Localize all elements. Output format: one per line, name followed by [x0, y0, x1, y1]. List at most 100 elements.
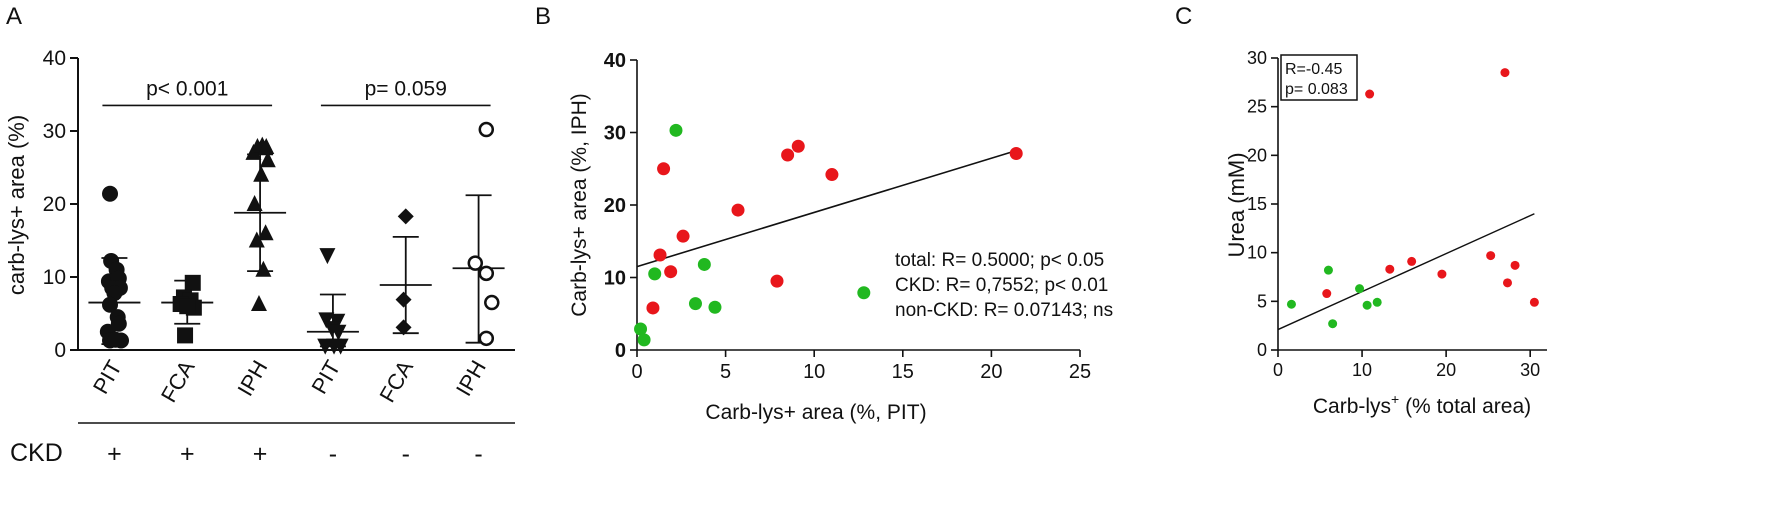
panel-a-point	[484, 294, 500, 311]
panel-b-xtick-label: 25	[1069, 361, 1091, 383]
panel-a-point	[478, 265, 495, 282]
panel-a-point	[397, 208, 414, 225]
panel-b-point-green	[697, 257, 711, 271]
panel-c-ytick-label: 5	[1257, 291, 1267, 311]
panel-c-point-red	[1385, 264, 1395, 274]
panel-a-point	[248, 231, 265, 248]
panel-a-ytick-label: 0	[54, 339, 66, 362]
panel-a-point	[253, 165, 270, 182]
panel-c-point-red	[1502, 278, 1512, 288]
panel-b-letter: B	[535, 3, 551, 30]
panel-c-point-red	[1529, 297, 1539, 307]
panel-a-letter: A	[6, 3, 22, 30]
panel-a-point	[250, 295, 267, 312]
panel-a-category-label: IPH	[451, 356, 491, 400]
panel-c-point-green	[1328, 319, 1338, 329]
panel-c-ytick-label: 0	[1257, 340, 1267, 360]
panel-b-ytick-label: 0	[615, 340, 626, 362]
panel-b-xtick-label: 10	[803, 361, 825, 383]
panel-a-ckd-sign: +	[107, 440, 122, 468]
panel-b-point-red	[653, 248, 667, 262]
panel-c-plot: 0 5 10 15 20 25 30 0 10 20 30	[1247, 48, 1547, 380]
panel-a-ytick-label: 20	[43, 193, 66, 216]
panel-a-ckd-sign: -	[402, 440, 410, 468]
panel-a-point	[257, 224, 274, 241]
panel-c-xtick-label: 10	[1352, 360, 1372, 380]
panel-b-fit-line	[636, 149, 1017, 268]
panel-c-xlabel-sup: +	[1391, 391, 1399, 407]
panel-a-point	[395, 291, 412, 308]
panel-b-xlabel: Carb-lys+ area (%, PIT)	[705, 401, 926, 424]
panel-a-ckd-row-label: CKD	[10, 439, 63, 467]
panel-c-ytick-label: 25	[1247, 97, 1267, 117]
panel-c-annotation-box	[1280, 54, 1358, 101]
panel-c-point-red	[1437, 269, 1447, 279]
panel-b-xtick-label: 0	[631, 361, 642, 383]
panel-c-point-green	[1323, 265, 1333, 275]
panel-a-point	[102, 296, 119, 313]
panel-b-point-green	[688, 297, 702, 311]
panel-b-point-red	[664, 265, 678, 279]
panel-c-point-green	[1355, 284, 1365, 294]
panel-a-point	[395, 319, 412, 336]
panel-c-fit-line	[1277, 213, 1535, 331]
panel-a-point	[110, 315, 127, 332]
panel-a-category-label: FCA	[374, 356, 418, 407]
panel-b-plot: 0 10 20 30 40 0 5 10 15 20 25	[604, 50, 1091, 383]
panel-a-point	[102, 185, 119, 202]
panel-a-ytick-label: 40	[43, 47, 66, 70]
panel-b-point-red	[1009, 147, 1023, 161]
panel-b-xtick-label: 5	[720, 361, 731, 383]
panel-b-point-red	[825, 168, 839, 182]
panel-c-ylabel: Urea (mM)	[1224, 152, 1249, 257]
panel-b-point-red	[791, 139, 805, 153]
panel-a-point	[332, 338, 349, 355]
panel-b-point-green	[708, 300, 722, 314]
panel-c-point-red	[1407, 256, 1417, 266]
panel-b-ytick-label: 30	[604, 123, 626, 145]
panel-a-p-value: p= 0.059	[365, 77, 447, 100]
panel-a-plot: 0 10 20 30 40 PIT + FCA + IPH + PIT - FCA - IPH - p< 0.00…	[43, 47, 515, 468]
panel-a-point	[255, 260, 272, 277]
panel-c-ytick-label: 10	[1247, 243, 1267, 263]
panel-a-point	[330, 324, 347, 341]
panel-a-point	[179, 298, 196, 315]
panel-a-point	[177, 327, 194, 344]
panel-c-ytick-label: 20	[1247, 145, 1267, 165]
panel-a-point	[184, 274, 201, 291]
panel-c-point-green	[1362, 300, 1372, 310]
panel-b-point-green	[634, 322, 648, 336]
panel-b-point-red	[731, 203, 745, 217]
panel-a-point	[319, 248, 336, 265]
panel-b-point-red	[781, 148, 795, 162]
panel-a-category-label: IPH	[232, 356, 272, 400]
panel-a-point	[478, 121, 495, 138]
panel-a-category-label: PIT	[306, 356, 345, 398]
panel-a-ckd-sign: +	[253, 440, 268, 468]
panel-c-xlabel-rest: (% total area)	[1399, 395, 1531, 418]
panel-b-point-red	[676, 229, 690, 243]
panel-a-ckd-sign: +	[180, 440, 195, 468]
panel-a-ckd-sign: -	[329, 440, 337, 468]
panel-c-point-green	[1286, 299, 1296, 309]
panel-a-point	[478, 330, 495, 347]
panel-b-ytick-label: 40	[604, 50, 626, 72]
panel-b-point-red	[770, 274, 784, 288]
panel-c-point-red	[1486, 251, 1496, 261]
panel-a-ytick-label: 30	[43, 120, 66, 143]
panel-b-xtick-label: 20	[980, 361, 1002, 383]
panel-c-annotation-p: p= 0.083	[1285, 81, 1348, 98]
panel-a-category-label: PIT	[88, 356, 127, 398]
panel-c-point-red	[1365, 89, 1375, 99]
panel-b-annotation-total: total: R= 0.5000; p< 0.05	[895, 250, 1104, 271]
panel-c-letter: C	[1175, 3, 1192, 30]
panel-a-p-value: p< 0.001	[146, 77, 228, 100]
panel-a-ckd-sign: -	[474, 440, 482, 468]
panel-a-point	[246, 195, 263, 211]
panel-c-ytick-label: 15	[1247, 194, 1267, 214]
panel-b-ytick-label: 10	[604, 268, 626, 290]
panel-b-annotation-nonckd: non-CKD: R= 0.07143; ns	[895, 300, 1113, 321]
panel-a-ytick-label: 10	[43, 266, 66, 289]
panel-b-point-red	[646, 301, 660, 315]
